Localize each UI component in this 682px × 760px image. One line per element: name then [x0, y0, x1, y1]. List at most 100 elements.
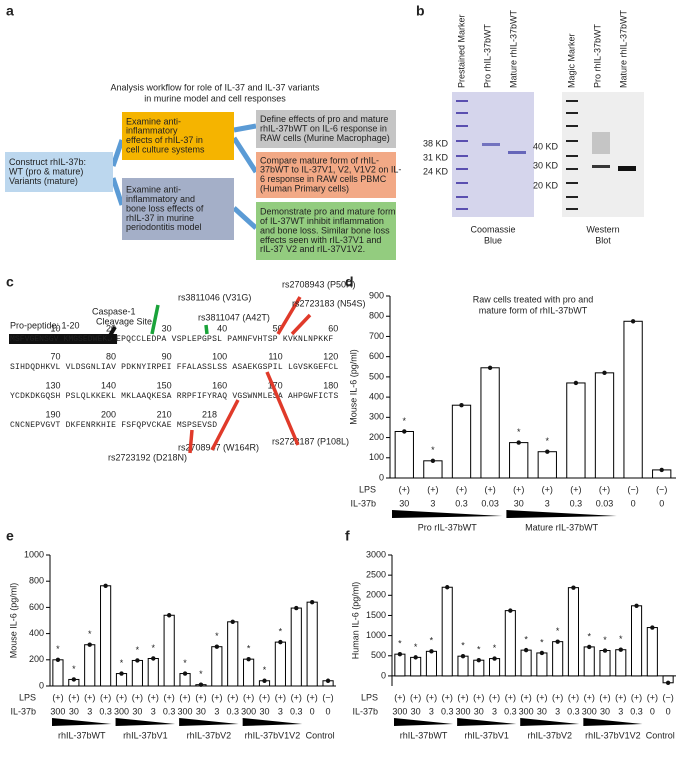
x-tick-label: 3 [555, 706, 560, 716]
lps-label: (+) [615, 692, 626, 702]
bar [227, 621, 239, 687]
ladder-band [566, 196, 578, 198]
box-text: rhIL-37 in murine [126, 213, 194, 223]
significance-star: * [72, 664, 76, 674]
workflow-box [5, 152, 113, 192]
box-text: periodontitis model [126, 222, 202, 232]
lane-label: Magic Marker [566, 33, 576, 88]
lps-label: (+) [484, 484, 495, 494]
residue-number: 200 [101, 409, 116, 419]
ladder-band [566, 100, 578, 102]
lps-label: (+) [426, 692, 437, 702]
gel-caption: Blue [484, 235, 502, 245]
significance-star: * [199, 669, 203, 679]
x-tick-label: 0 [631, 498, 636, 508]
bar [100, 585, 112, 687]
bar [536, 652, 548, 677]
gel-band [508, 151, 526, 154]
bar [631, 605, 643, 677]
data-point [309, 599, 315, 605]
sequence-line: SIHDQDHKVL VLDSGNLIAV PDKNYIRPEI FFALASS… [10, 363, 338, 372]
arrow [231, 136, 259, 174]
data-point [71, 677, 77, 682]
x-tick-label: 300 [178, 706, 193, 716]
group-label: rhIL-37bWT [400, 730, 448, 740]
lps-label: (+) [100, 692, 111, 702]
data-point [539, 650, 545, 656]
snp-label: rs3811047 (A42T) [198, 312, 270, 322]
dose-wedge [242, 718, 303, 726]
marker-label: 20 KD [533, 180, 559, 190]
gel-caption: Western [586, 224, 619, 234]
sequence-line: CNCNEPVGVT DKFENRKHIE FSFQPVCKAE MSPSEVS… [10, 421, 217, 430]
data-point [665, 680, 671, 685]
snp-label: rs2708947 (W164R) [178, 442, 259, 452]
arrow [110, 177, 125, 206]
significance-star: * [524, 635, 528, 645]
bar [457, 655, 469, 677]
data-point [103, 583, 108, 588]
snp-pointer [290, 313, 312, 336]
data-point [198, 682, 204, 687]
data-point [294, 605, 299, 611]
x-tick-label: 0.3 [567, 706, 580, 716]
bar [394, 653, 406, 677]
dose-wedge [115, 718, 176, 726]
row-label: LPS [361, 692, 378, 702]
bar [243, 658, 255, 687]
lps-label: (+) [584, 692, 595, 702]
marker-label: 40 KD [533, 141, 559, 151]
data-point [214, 644, 220, 649]
lps-label: (−) [656, 484, 667, 494]
x-tick-label: 0.3 [630, 706, 643, 716]
y-tick-label: 0 [39, 680, 44, 690]
cleavage-label: Cleavage Site [96, 316, 152, 326]
x-tick-label: 300 [114, 706, 129, 716]
bar [441, 586, 453, 677]
group-label: Control [306, 730, 335, 740]
residue-number: 170 [268, 380, 283, 390]
data-point [430, 458, 436, 464]
x-tick-label: 3 [430, 498, 435, 508]
snp-pointer [204, 324, 209, 335]
data-point [429, 649, 434, 654]
ladder-band [456, 100, 468, 102]
significance-star: * [414, 642, 418, 652]
significance-star: * [540, 637, 544, 647]
lps-label: (+) [211, 692, 222, 702]
lps-label: (+) [52, 692, 63, 702]
x-tick-label: 300 [582, 706, 597, 716]
marker-label: 24 KD [423, 166, 449, 176]
data-point [135, 658, 140, 663]
box-text: (Human Primary cells) [260, 183, 349, 193]
data-point [87, 642, 92, 647]
data-point [151, 656, 156, 661]
x-tick-label: 30 [399, 498, 409, 508]
bar [594, 372, 615, 479]
data-point [459, 403, 464, 408]
residue-number: 180 [323, 380, 338, 390]
box-text: Variants (mature) [9, 176, 78, 186]
residue-number: 10 [50, 323, 60, 333]
data-point [230, 619, 235, 625]
y-tick-label: 700 [369, 331, 384, 341]
lps-label: (+) [505, 692, 516, 702]
lps-label: (+) [473, 692, 484, 702]
significance-star: * [136, 645, 140, 655]
ladder-band [456, 140, 468, 142]
lps-label: (+) [84, 692, 95, 702]
data-point [587, 644, 592, 650]
lps-label: (−) [627, 484, 638, 494]
snp-pointer [265, 371, 300, 446]
group-label: rhIL-37bV1 [464, 730, 509, 740]
y-tick-label: 600 [369, 351, 384, 361]
group-label: Control [646, 730, 675, 740]
y-tick-label: 3000 [366, 549, 386, 559]
significance-star: * [56, 644, 60, 654]
bar [423, 460, 443, 479]
residue-number: 90 [162, 351, 172, 361]
box-text: WT (pro & mature) [9, 166, 83, 176]
residue-number: 160 [212, 380, 227, 390]
row-label: LPS [359, 484, 376, 494]
bar [567, 587, 579, 677]
